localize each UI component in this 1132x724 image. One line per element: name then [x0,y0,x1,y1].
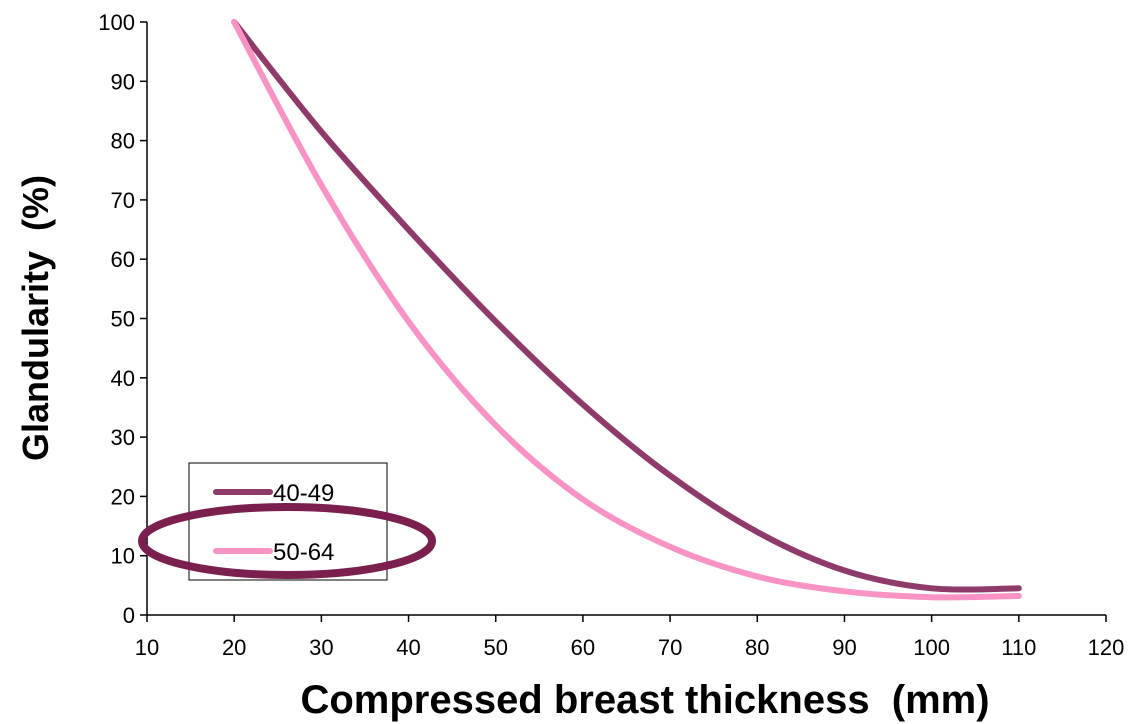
x-ticks: 10 20 30 40 50 60 70 80 90 100 110 120 [135,615,1125,660]
x-tick-label: 70 [658,635,682,660]
y-tick-label: 80 [111,129,135,154]
y-ticks: 0 10 20 30 40 50 60 70 80 90 100 [98,10,147,628]
legend-label-50-64: 50-64 [273,539,334,566]
y-tick-label: 90 [111,69,135,94]
series-line-50-64 [231,19,1022,601]
y-tick-label: 70 [111,188,135,213]
x-axis-title: Compressed breast thickness (mm) [300,678,989,722]
x-tick-label: 20 [222,635,246,660]
highlight-ellipse [138,503,436,579]
y-tick-label: 100 [98,10,135,35]
x-tick-label: 60 [571,635,595,660]
y-tick-label: 50 [111,307,135,332]
y-tick-label: 60 [111,247,135,272]
y-tick-label: 0 [123,603,135,628]
x-tick-label: 50 [483,635,507,660]
legend-box [188,462,388,581]
legend-label-40-49: 40-49 [273,480,334,507]
x-tick-label: 40 [396,635,420,660]
x-tick-label: 90 [832,635,856,660]
y-axis-title: Glandularity (%) [15,175,56,461]
y-tick-label: 30 [111,425,135,450]
x-tick-label: 110 [1001,635,1036,660]
legend: 40-49 50-64 [188,462,388,581]
x-tick-label: 120 [1088,635,1125,660]
x-tick-label: 10 [135,635,159,660]
y-tick-label: 20 [111,484,135,509]
y-tick-label: 10 [111,544,135,569]
y-tick-label: 40 [111,366,135,391]
series-lines [231,19,1022,601]
series-line-40-49 [231,19,1022,593]
x-tick-label: 30 [309,635,333,660]
x-tick-label: 100 [913,635,950,660]
x-tick-label: 80 [745,635,769,660]
